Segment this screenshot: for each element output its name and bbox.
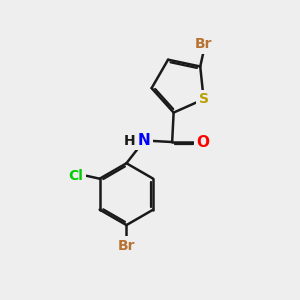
Text: S: S <box>199 92 209 106</box>
Text: Br: Br <box>194 38 212 51</box>
Text: Cl: Cl <box>69 169 84 183</box>
Text: N: N <box>138 133 151 148</box>
Text: O: O <box>196 134 210 149</box>
Text: Br: Br <box>118 239 135 253</box>
Text: H: H <box>124 134 135 148</box>
